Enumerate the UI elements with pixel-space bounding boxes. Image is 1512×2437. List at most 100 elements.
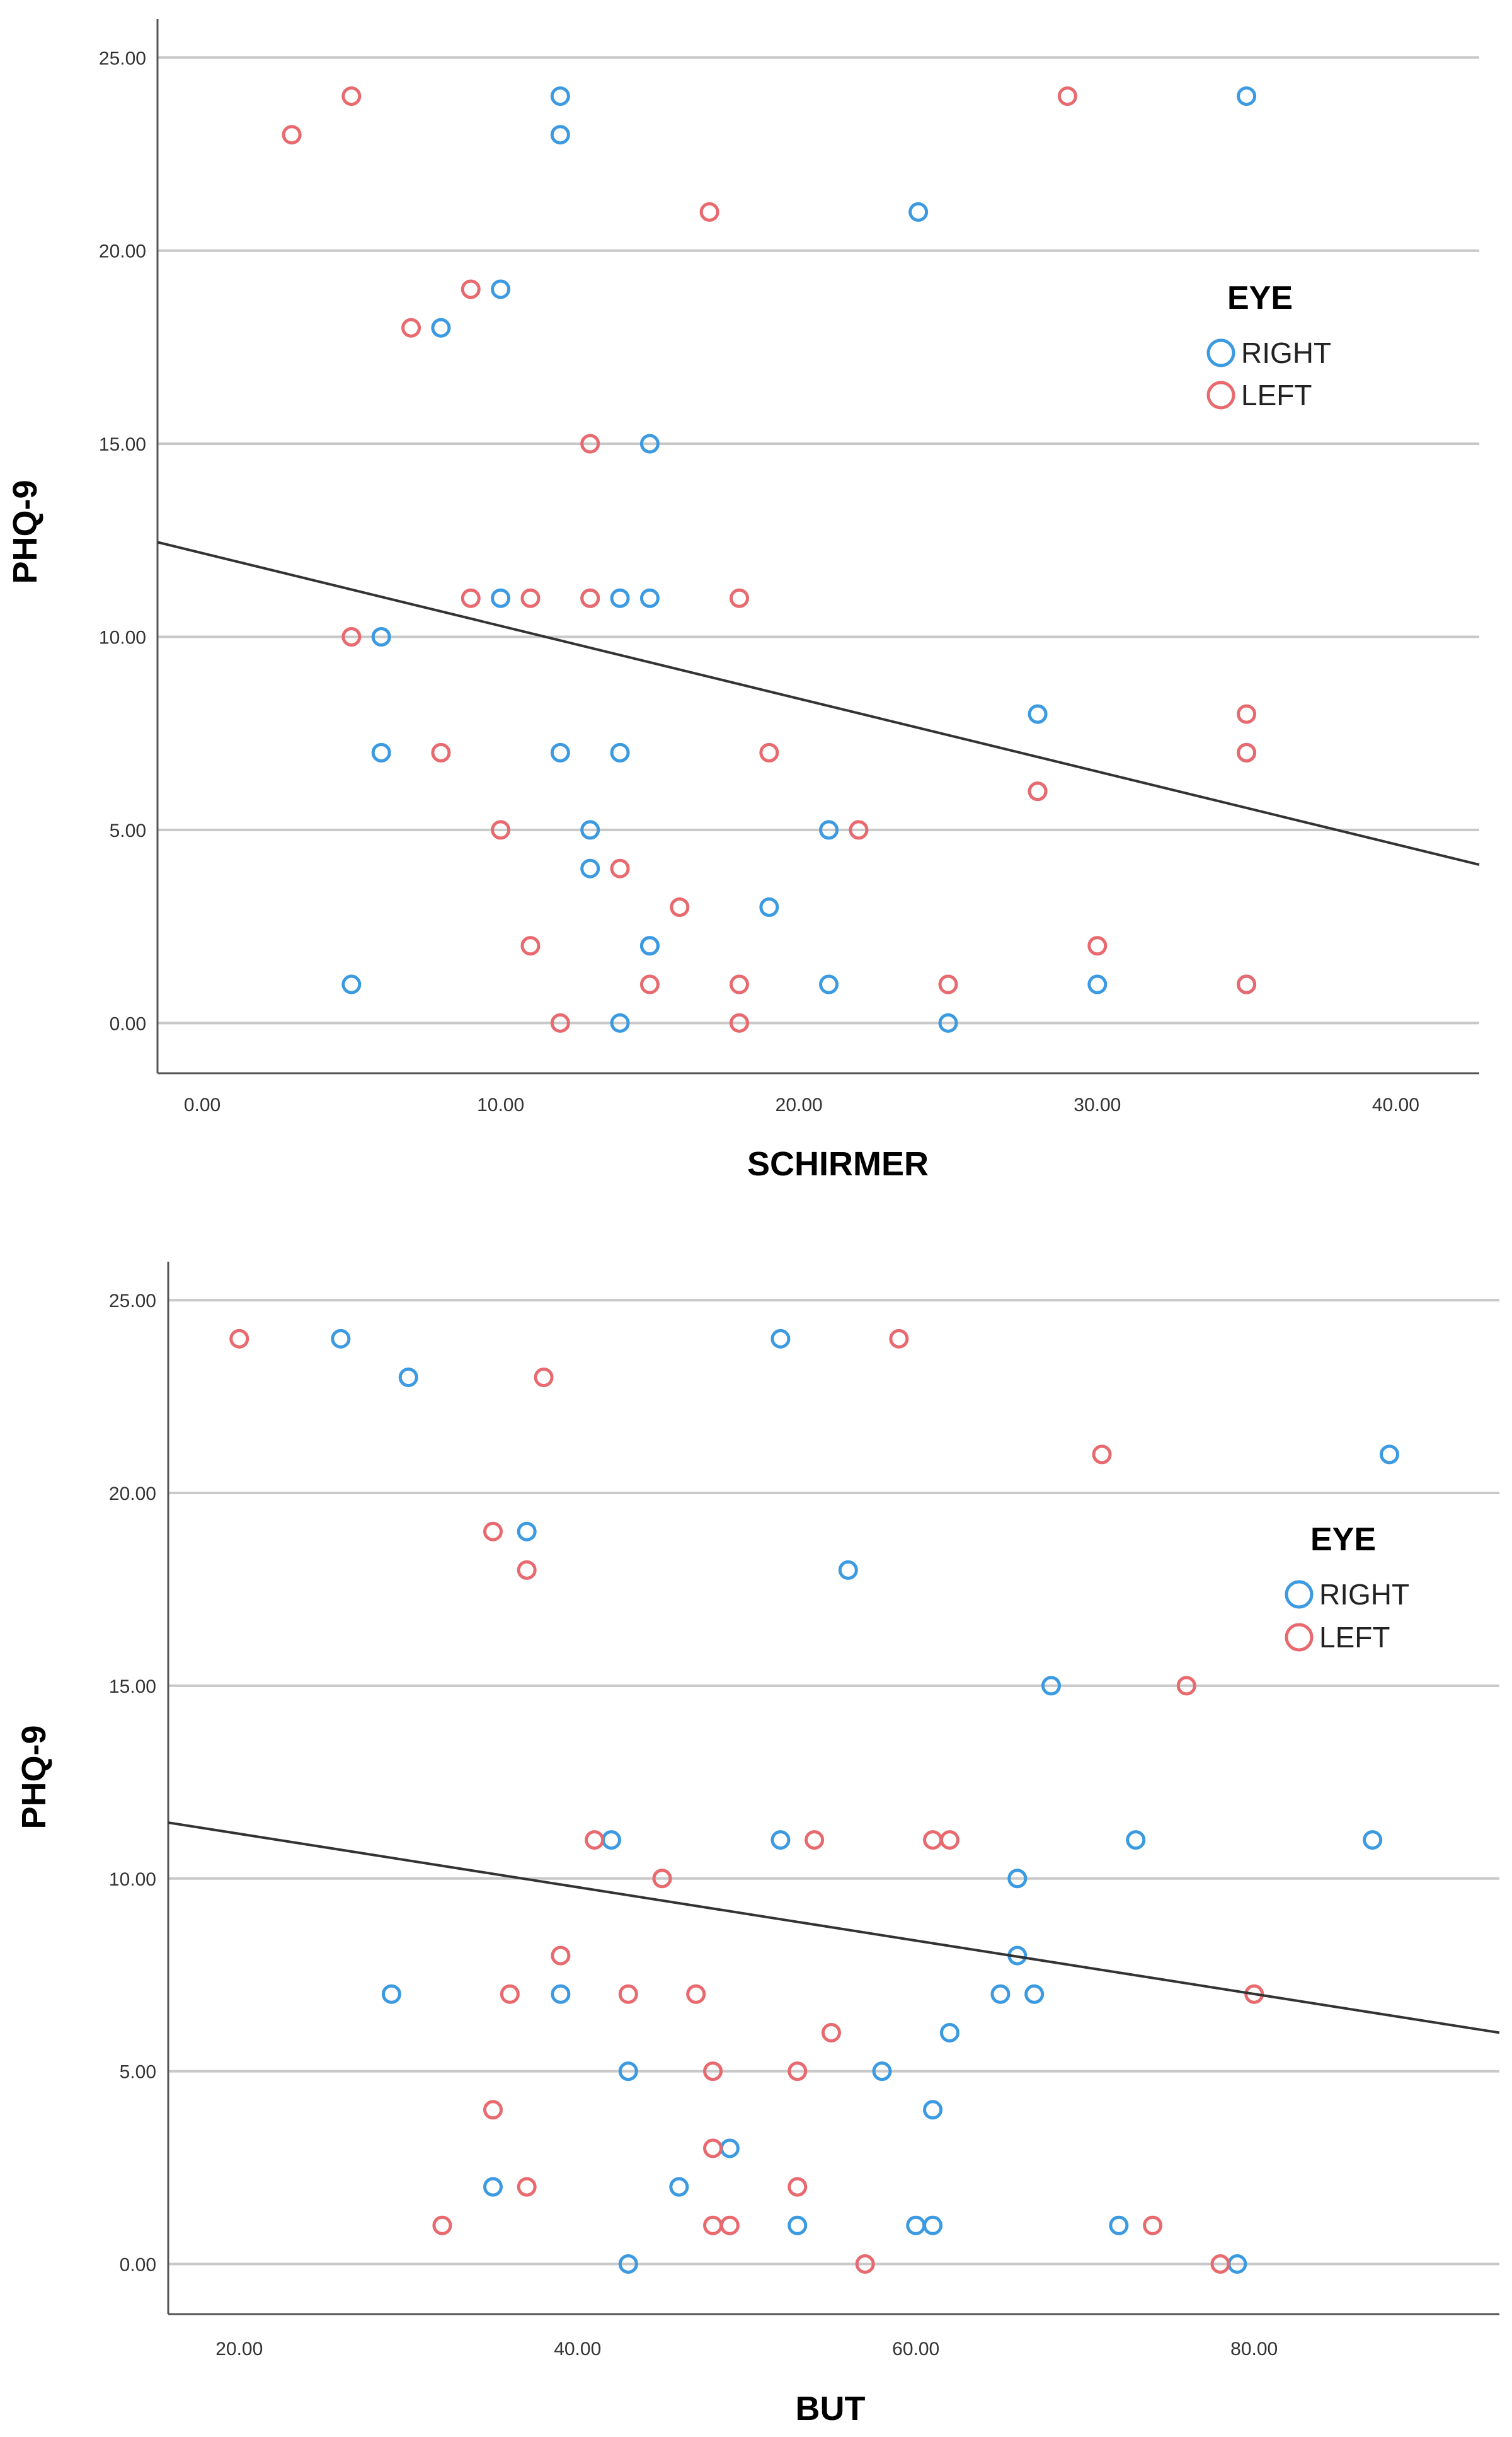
schirmer-point-left bbox=[580, 434, 600, 454]
but-y-tick-label: 5.00 bbox=[120, 2062, 156, 2083]
schirmer-point-left bbox=[580, 588, 600, 608]
but-point-left bbox=[923, 1830, 943, 1850]
schirmer-point-left bbox=[610, 858, 630, 879]
but-chart: 0.00 5.00 10.00 15.00 20.00 25.00 20.00 40.00 6… bbox=[15, 1262, 1500, 2428]
but-point-left bbox=[585, 1830, 605, 1850]
but-point-left bbox=[1210, 2254, 1230, 2274]
but-point-right bbox=[872, 2061, 892, 2082]
but-point-left bbox=[1176, 1676, 1196, 1696]
but-legend: EYE RIGHT LEFT bbox=[1285, 1521, 1409, 1654]
but-point-right bbox=[923, 2100, 943, 2120]
but-x-axis-title: BUT bbox=[796, 2390, 866, 2428]
schirmer-point-left bbox=[729, 1013, 749, 1033]
schirmer-point-right bbox=[1237, 86, 1257, 107]
schirmer-point-left bbox=[520, 588, 541, 608]
but-point-right bbox=[1007, 1869, 1028, 1889]
but-point-right bbox=[838, 1560, 858, 1580]
but-y-tick-label: 0.00 bbox=[120, 2254, 156, 2275]
schirmer-point-right bbox=[491, 588, 511, 608]
schirmer-x-tick-labels: 0.00 10.00 20.00 30.00 40.00 bbox=[184, 1095, 1419, 1115]
but-point-right bbox=[331, 1328, 351, 1349]
but-point-left bbox=[432, 2215, 452, 2235]
but-point-left bbox=[517, 2177, 537, 2197]
schirmer-point-right bbox=[819, 820, 839, 840]
schirmer-point-left bbox=[1057, 86, 1077, 107]
schirmer-legend-left-marker bbox=[1206, 381, 1235, 410]
but-point-left bbox=[1092, 1444, 1112, 1465]
but-point-left bbox=[703, 2138, 723, 2158]
schirmer-x-tick-label: 30.00 bbox=[1074, 1095, 1121, 1115]
but-point-left bbox=[652, 1869, 672, 1889]
but-point-right bbox=[381, 1984, 401, 2004]
schirmer-point-right bbox=[938, 1013, 958, 1033]
but-legend-right-marker bbox=[1285, 1580, 1314, 1609]
but-y-tick-label: 10.00 bbox=[109, 1869, 156, 1890]
schirmer-point-right bbox=[431, 318, 451, 338]
but-point-left bbox=[534, 1368, 554, 1388]
schirmer-chart: 0.00 5.00 10.00 15.00 20.00 25.00 0.00 10.00 20… bbox=[6, 19, 1480, 1183]
but-point-left bbox=[1143, 2215, 1163, 2235]
but-point-right bbox=[1109, 2215, 1129, 2235]
schirmer-point-left bbox=[1237, 742, 1257, 763]
schirmer-point-left bbox=[461, 588, 481, 608]
schirmer-point-right bbox=[639, 936, 660, 956]
schirmer-point-right bbox=[1087, 974, 1108, 994]
but-point-right bbox=[669, 2177, 689, 2197]
schirmer-point-left bbox=[461, 279, 481, 299]
schirmer-point-left bbox=[341, 86, 362, 107]
schirmer-point-left bbox=[729, 974, 749, 994]
but-point-right bbox=[906, 2215, 926, 2235]
but-point-right bbox=[1041, 1676, 1062, 1696]
schirmer-point-right bbox=[610, 742, 630, 763]
but-x-tick-label: 80.00 bbox=[1230, 2339, 1278, 2359]
but-point-right bbox=[483, 2177, 503, 2197]
schirmer-y-axis-title: PHQ-9 bbox=[6, 480, 44, 584]
schirmer-point-right bbox=[639, 434, 660, 454]
schirmer-fit-line bbox=[157, 541, 1480, 867]
schirmer-x-axis-title: SCHIRMER bbox=[747, 1145, 929, 1183]
but-point-right bbox=[551, 1984, 571, 2004]
but-point-right bbox=[939, 2022, 959, 2042]
but-point-left bbox=[805, 1830, 825, 1850]
but-x-tick-label: 40.00 bbox=[554, 2339, 601, 2359]
schirmer-point-left bbox=[759, 742, 779, 763]
but-point-right bbox=[1363, 1830, 1383, 1850]
schirmer-point-right bbox=[341, 974, 362, 994]
schirmer-point-left bbox=[670, 897, 690, 917]
but-point-right bbox=[1024, 1984, 1045, 2004]
schirmer-point-right bbox=[610, 1013, 630, 1033]
schirmer-legend-right-marker bbox=[1206, 338, 1235, 367]
schirmer-point-left bbox=[491, 820, 511, 840]
schirmer-point-left bbox=[938, 974, 958, 994]
schirmer-x-tick-label: 20.00 bbox=[776, 1095, 823, 1115]
but-point-left bbox=[618, 1984, 638, 2004]
but-x-tick-label: 20.00 bbox=[215, 2339, 263, 2359]
but-point-right bbox=[788, 2215, 808, 2235]
but-legend-right-label: RIGHT bbox=[1319, 1578, 1409, 1611]
schirmer-point-left bbox=[401, 318, 421, 338]
schirmer-point-left bbox=[520, 936, 541, 956]
but-point-right bbox=[517, 1521, 537, 1541]
but-point-left bbox=[703, 2061, 723, 2082]
schirmer-point-right bbox=[550, 125, 570, 145]
schirmer-point-left bbox=[282, 125, 302, 145]
but-point-left bbox=[821, 2022, 841, 2042]
but-point-left bbox=[483, 1521, 503, 1541]
but-x-tick-label: 60.00 bbox=[892, 2339, 939, 2359]
schirmer-point-right bbox=[580, 858, 600, 879]
schirmer-y-tick-label: 15.00 bbox=[99, 434, 146, 455]
schirmer-point-left bbox=[849, 820, 869, 840]
but-point-left bbox=[483, 2100, 503, 2120]
but-point-right bbox=[1379, 1444, 1399, 1465]
schirmer-y-tick-label: 25.00 bbox=[99, 48, 146, 69]
but-point-right bbox=[398, 1368, 418, 1388]
but-legend-left-label: LEFT bbox=[1319, 1621, 1390, 1654]
but-point-left bbox=[939, 1830, 959, 1850]
schirmer-point-right bbox=[759, 897, 779, 917]
but-point-right bbox=[1126, 1830, 1146, 1850]
but-point-left bbox=[719, 2215, 740, 2235]
but-point-right bbox=[770, 1328, 791, 1349]
schirmer-point-right bbox=[550, 86, 570, 107]
